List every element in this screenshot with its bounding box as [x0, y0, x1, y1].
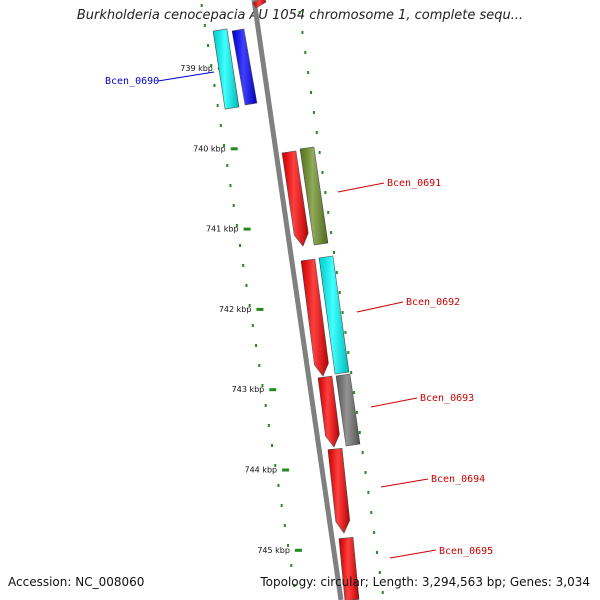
gene-labels: Bcen_0690 Bcen_0691 Bcen_0692 Bcen_0693 Bcen… [105, 71, 493, 559]
tick-745kbp: 745 kbp [257, 546, 302, 555]
gene-label-text[interactable]: Bcen_0691 [387, 178, 441, 189]
feature-bcen-0692[interactable] [318, 255, 350, 375]
feature-bcen-0690[interactable] [231, 28, 258, 106]
gene-label-text[interactable]: Bcen_0690 [105, 76, 159, 87]
feature-red-3[interactable] [317, 375, 340, 448]
tick-743kbp: 743 kbp [232, 385, 277, 394]
feature-bcen-0694[interactable] [327, 447, 351, 534]
gene-label-bcen-0690[interactable]: Bcen_0690 [105, 71, 215, 87]
gene-label-text[interactable]: Bcen_0695 [439, 546, 493, 557]
tick-label: 741 kbp [206, 225, 239, 234]
tick-label: 740 kbp [193, 144, 226, 153]
gene-label-text[interactable]: Bcen_0693 [420, 393, 474, 404]
tick-744kbp: 744 kbp [245, 466, 290, 475]
tick-label: 742 kbp [219, 305, 252, 314]
ruler-ticks: 739 kbp 740 kbp 741 kbp 742 kbp 743 kbp 744 k… [180, 64, 302, 555]
tick-label: 745 kbp [257, 546, 290, 555]
gene-label-text[interactable]: Bcen_0694 [431, 474, 485, 485]
gene-label-bcen-0691[interactable]: Bcen_0691 [337, 178, 441, 193]
dotted-guide-left [200, 4, 296, 587]
tick-label: 744 kbp [245, 466, 278, 475]
tick-label: 743 kbp [232, 385, 265, 394]
feature-red-2[interactable] [300, 258, 329, 377]
gene-features[interactable] [212, 0, 361, 600]
tick-740kbp: 740 kbp [193, 144, 238, 153]
feature-cyan-1[interactable] [212, 28, 240, 110]
tick-742kbp: 742 kbp [219, 305, 264, 314]
feature-bcen-0691[interactable] [299, 146, 329, 246]
feature-red-1[interactable] [281, 150, 309, 247]
gene-label-text[interactable]: Bcen_0692 [406, 297, 460, 308]
gene-label-bcen-0693[interactable]: Bcen_0693 [370, 393, 474, 408]
chromosome-backbone [251, 0, 344, 600]
gene-label-bcen-0694[interactable]: Bcen_0694 [380, 474, 485, 488]
tick-label: 739 kbp [180, 64, 213, 73]
map-title: Burkholderia cenocepacia AU 1054 chromos… [76, 8, 524, 23]
accession-text: Accession: NC_008060 [8, 575, 145, 589]
feature-bcen-0693[interactable] [335, 373, 361, 447]
gene-label-bcen-0692[interactable]: Bcen_0692 [356, 297, 460, 313]
feature-bcen-0695[interactable] [338, 536, 360, 600]
feature-top-red[interactable] [252, 0, 267, 9]
dotted-guide-right [298, 11, 384, 594]
topology-text: Topology: circular; Length: 3,294,563 bp… [260, 575, 590, 589]
gene-label-bcen-0695[interactable]: Bcen_0695 [389, 546, 493, 559]
tick-741kbp: 741 kbp [206, 225, 251, 234]
